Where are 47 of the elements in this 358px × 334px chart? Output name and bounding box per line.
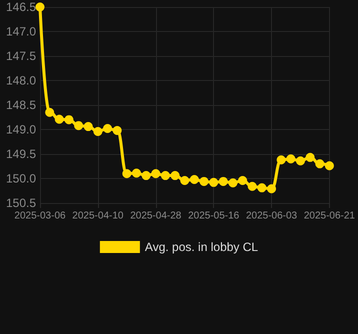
y-tick-label: 149.0 — [6, 122, 36, 136]
point — [190, 174, 199, 184]
point — [315, 159, 324, 168]
y-tick-label: 150.5 — [6, 196, 36, 210]
y-tick-label: 147.5 — [6, 49, 36, 63]
point — [218, 176, 228, 186]
point — [151, 169, 160, 178]
point — [112, 126, 122, 135]
point — [248, 182, 257, 191]
point — [267, 184, 276, 194]
point — [228, 178, 238, 188]
point — [64, 115, 74, 124]
y-tick-label: 148.0 — [6, 74, 36, 88]
point — [286, 154, 296, 164]
point — [160, 171, 170, 180]
point — [36, 2, 44, 12]
point — [257, 183, 266, 192]
point — [122, 169, 132, 178]
y-tick-label: 150.0 — [6, 172, 36, 186]
x-tick-label: 2025-05-16 — [188, 210, 240, 222]
y-tick-label: 146.5 — [6, 0, 36, 14]
point — [200, 176, 209, 186]
x-tick-label: 2025-06-21 — [304, 210, 356, 222]
x-tick-label: 2025-06-03 — [246, 210, 298, 222]
x-tick-label: 2025-04-28 — [130, 210, 182, 222]
point — [45, 108, 54, 117]
point — [306, 152, 315, 162]
point — [54, 114, 64, 124]
y-tick-label: 148.5 — [6, 98, 36, 112]
point — [93, 126, 102, 136]
point — [209, 178, 218, 187]
point — [276, 155, 286, 164]
point — [180, 176, 190, 185]
x-tick-label: 2025-03-06 — [14, 210, 66, 222]
legend-label: Avg. pos. in lobby CL — [144, 240, 258, 254]
point — [170, 171, 180, 180]
y-tick-label: 149.5 — [6, 147, 36, 161]
point — [132, 168, 141, 178]
x-tick-label: 2025-04-10 — [72, 210, 124, 222]
point — [84, 122, 93, 132]
point — [103, 124, 112, 134]
point — [296, 156, 305, 166]
point — [142, 171, 151, 180]
y-tick-label: 147.0 — [6, 24, 36, 38]
point — [238, 176, 248, 185]
point — [324, 161, 334, 170]
point — [74, 121, 84, 130]
